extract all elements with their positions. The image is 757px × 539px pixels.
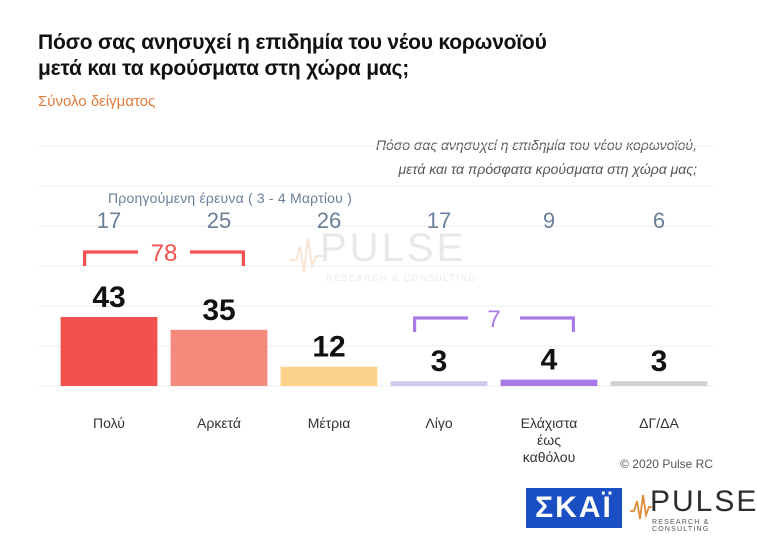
- bar-3: [280, 366, 378, 386]
- pulse-logo-sub: RESEARCH & CONSULTING: [652, 519, 710, 533]
- pulse-logo: PULSE RESEARCH & CONSULTING: [630, 485, 756, 533]
- previous-survey-label: Προηγούμενη έρευνα ( 3 - 4 Μαρτίου ): [108, 190, 352, 206]
- watermark-word: PULSE: [320, 226, 467, 270]
- bar-4: [390, 381, 488, 386]
- bracket-left: [413, 316, 468, 332]
- survey-question-line1: Πόσο σας ανησυχεί η επιδημία του νέου κο…: [375, 137, 697, 153]
- category-label: Πολύ: [93, 415, 125, 431]
- chart-subtitle: Σύνολο δείγματος: [38, 93, 156, 110]
- bar-value-label: 12: [312, 331, 345, 364]
- bar-6: [610, 381, 708, 386]
- chart-title-line1: Πόσο σας ανησυχεί η επιδημία του νέου κο…: [38, 31, 547, 54]
- pulse-logo-word: PULSE: [650, 485, 757, 518]
- previous-value-label: 17: [427, 208, 451, 233]
- category-label: Αρκετά: [197, 415, 241, 431]
- copyright-text: © 2020 Pulse RC: [620, 457, 713, 471]
- bar-5: [500, 379, 598, 386]
- bracket-left: [82, 250, 138, 266]
- bar-value-label: 3: [431, 345, 448, 378]
- survey-question: Πόσο σας ανησυχεί η επιδημία του νέου κο…: [277, 133, 697, 181]
- chart-title: Πόσο σας ανησυχεί η επιδημία του νέου κο…: [38, 30, 598, 82]
- category-label: Ελάχιστα: [521, 415, 578, 431]
- previous-value-label: 9: [543, 208, 555, 233]
- pulse-watermark: PULSE RESEARCH & CONSULTING: [290, 226, 480, 296]
- category-label: έως: [537, 432, 561, 448]
- chart-title-line2: μετά και τα κρούσματα στη χώρα μας;: [38, 57, 410, 80]
- bracket-right: [190, 250, 245, 266]
- previous-value-label: 26: [317, 208, 341, 233]
- pulse-wave-icon: [290, 237, 324, 273]
- category-label: Λίγο: [425, 415, 452, 431]
- pulse-logo-wave-icon: [630, 494, 652, 520]
- skai-logo: ΣΚΑΪ: [526, 488, 622, 528]
- previous-value-label: 25: [207, 208, 231, 233]
- bar-value-label: 35: [202, 294, 235, 327]
- bracket-total-label: 7: [487, 306, 500, 333]
- category-label: Μέτρια: [308, 415, 351, 431]
- bracket-right: [520, 316, 576, 332]
- watermark-sub: RESEARCH & CONSULTING: [326, 273, 477, 283]
- bar-value-label: 3: [651, 345, 668, 378]
- previous-value-label: 6: [653, 208, 665, 233]
- category-label: καθόλου: [523, 449, 575, 465]
- bracket-total-label: 78: [151, 240, 178, 267]
- bar-1: [60, 317, 158, 386]
- previous-value-label: 17: [97, 208, 121, 233]
- bar-2: [170, 329, 268, 386]
- category-label: ΔΓ/ΔΑ: [639, 415, 679, 431]
- bar-value-label: 43: [92, 281, 125, 314]
- survey-question-line2: μετά και τα πρόσφατα κρούσματα στη χώρα …: [398, 161, 697, 177]
- bar-value-label: 4: [541, 344, 558, 377]
